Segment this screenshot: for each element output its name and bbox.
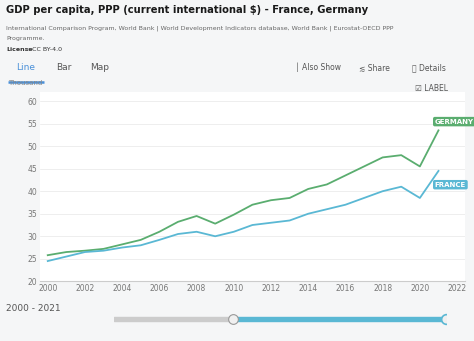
Text: Map: Map: [90, 63, 109, 72]
Text: │ Also Show: │ Also Show: [294, 63, 341, 72]
Text: Thousand: Thousand: [9, 80, 43, 86]
Text: FRANCE: FRANCE: [435, 182, 466, 188]
Text: : CC BY-4.0: : CC BY-4.0: [28, 47, 62, 52]
Text: GDP per capita, PPP (current international $) - France, Germany: GDP per capita, PPP (current internation…: [6, 5, 368, 15]
Text: ☑ LABEL: ☑ LABEL: [415, 84, 448, 92]
Text: 2000 - 2021: 2000 - 2021: [6, 304, 61, 313]
Text: Bar: Bar: [56, 63, 72, 72]
Text: International Comparison Program, World Bank | World Development Indicators data: International Comparison Program, World …: [6, 26, 393, 31]
Text: ≲ Share: ≲ Share: [359, 63, 390, 72]
Text: License: License: [6, 47, 33, 52]
Text: Line: Line: [17, 63, 36, 72]
Text: ⓘ Details: ⓘ Details: [412, 63, 446, 72]
Text: GERMANY: GERMANY: [435, 119, 474, 124]
Text: Programme.: Programme.: [6, 36, 45, 42]
